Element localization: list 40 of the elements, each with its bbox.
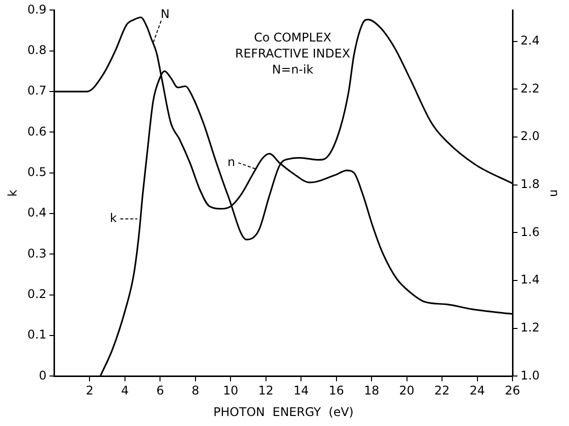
- y-tick-label: 0.7: [27, 84, 46, 98]
- x-tick-label: 20: [399, 384, 414, 398]
- annotation: k: [110, 210, 117, 225]
- y-tick-label: 0.1: [27, 328, 46, 342]
- x-tick-label: 24: [470, 384, 485, 398]
- y-tick-label: 0.3: [27, 246, 46, 260]
- y2-tick-label: 2.4: [520, 33, 540, 48]
- x-axis-title: PHOTON ENERGY (eV): [213, 404, 354, 419]
- x-tick-label: 10: [223, 384, 238, 398]
- y2-tick-label: 1.0: [520, 368, 540, 382]
- y2-tick-label: 1.6: [520, 224, 540, 239]
- y-tick-label: 0.9: [27, 2, 46, 16]
- y2-tick-label: 2.2: [520, 81, 540, 96]
- y-axis-title: k: [5, 190, 20, 197]
- y-tick-label: 0.5: [27, 164, 46, 179]
- x-tick-label: 18: [364, 384, 380, 398]
- x-tick-label: 6: [156, 384, 164, 398]
- y2-tick-label: 1.4: [520, 272, 540, 287]
- y-tick-label: 0: [38, 368, 46, 382]
- y-tick-label: 0.2: [27, 286, 46, 301]
- x-tick-label: 8: [192, 384, 200, 398]
- y2-axis-title: n: [548, 189, 562, 198]
- x-tick-label: 4: [121, 384, 129, 398]
- y2-tick-label: 2.0: [520, 129, 540, 144]
- annotation: n: [228, 154, 236, 169]
- y-tick-label: 0.4: [27, 206, 46, 220]
- annotation: REFRACTIVE INDEX: [235, 46, 350, 60]
- x-tick-label: 2: [86, 384, 94, 398]
- x-tick-label: 12: [258, 384, 274, 398]
- x-tick-label: 14: [293, 384, 309, 398]
- x-tick-label: 22: [434, 384, 450, 398]
- y-tick-label: 0.8: [27, 42, 46, 57]
- annotation: N=n-ik: [272, 62, 314, 76]
- x-tick-label: 16: [328, 384, 344, 398]
- y2-tick-label: 1.8: [520, 176, 540, 191]
- x-tick-label: 26: [504, 384, 520, 398]
- annotation: Co COMPLEX: [254, 30, 332, 44]
- y2-tick-label: 1.2: [520, 320, 540, 334]
- annotation: N: [160, 6, 170, 21]
- y-tick-label: 0.6: [27, 124, 46, 138]
